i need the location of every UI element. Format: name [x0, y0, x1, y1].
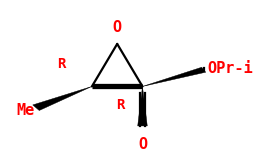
Text: R: R: [57, 57, 65, 71]
Text: R: R: [116, 98, 124, 112]
Text: OPr-i: OPr-i: [208, 61, 253, 76]
Text: Me: Me: [16, 103, 34, 118]
Text: O: O: [113, 20, 122, 35]
Polygon shape: [138, 86, 147, 126]
Polygon shape: [33, 86, 92, 111]
Polygon shape: [143, 67, 206, 86]
Text: O: O: [138, 137, 147, 152]
